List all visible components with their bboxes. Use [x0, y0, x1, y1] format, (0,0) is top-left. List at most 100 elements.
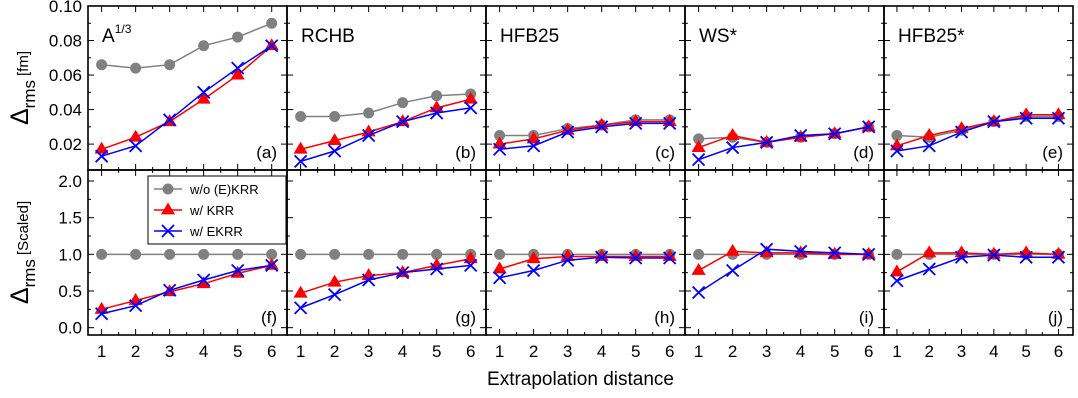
- data-point: [230, 67, 245, 80]
- series-EKRR: [94, 39, 279, 163]
- data-point: [232, 31, 244, 43]
- series-woKRR: [295, 248, 477, 260]
- data-point: [361, 268, 376, 280]
- series-line: [896, 114, 1059, 147]
- legend-label: w/o (E)KRR: [189, 182, 259, 197]
- series-line: [698, 126, 869, 161]
- panel-title: A1/3: [102, 22, 132, 47]
- x-tick-label: 5: [830, 342, 839, 361]
- data-point: [266, 17, 278, 29]
- series-EKRR: [94, 258, 279, 321]
- data-point: [987, 115, 1001, 129]
- data-point: [1019, 111, 1033, 125]
- panel-letter: (f): [261, 308, 277, 327]
- data-point: [363, 248, 375, 260]
- x-tick-label: 2: [728, 342, 737, 361]
- data-point: [198, 248, 210, 260]
- data-point: [922, 139, 936, 153]
- data-point: [362, 273, 376, 287]
- series-woKRR: [96, 248, 278, 260]
- data-point: [293, 301, 308, 315]
- data-point: [197, 85, 211, 99]
- y-axis-title-sub: rms: [20, 80, 39, 108]
- data-point: [232, 248, 244, 260]
- panel-title-main: HFB25*: [898, 26, 965, 47]
- data-point: [922, 127, 937, 140]
- data-point: [463, 91, 478, 104]
- data-point: [295, 110, 307, 122]
- panel-e: HFB25* (e): [883, 5, 1074, 171]
- x-tick-label: 1: [296, 342, 305, 361]
- x-tick-label: 4: [796, 342, 805, 361]
- data-point: [691, 285, 706, 300]
- y-tick-label: 2.0: [58, 172, 82, 191]
- data-point: [128, 299, 143, 313]
- x-tick-label: 1: [694, 342, 703, 361]
- panel-letter: (d): [853, 143, 874, 162]
- y-axis-title-unit: [Scaled]: [15, 201, 32, 255]
- data-point: [431, 90, 443, 102]
- y-axis-title: Δrms [fm]: [6, 51, 39, 125]
- series-EKRR: [492, 250, 677, 285]
- legend-label: w/ EKRR: [189, 224, 243, 239]
- x-axis-title: Extrapolation distance: [487, 369, 674, 390]
- legend-marker: [162, 183, 174, 195]
- data-point: [954, 250, 969, 264]
- data-point: [396, 115, 410, 129]
- data-point: [293, 141, 308, 154]
- data-point: [663, 251, 677, 265]
- panel-letter: (g): [455, 308, 476, 327]
- y-axis-title: Δrms [Scaled]: [6, 201, 39, 304]
- y-axis-title-symbol: Δ: [6, 287, 34, 304]
- legend: w/o (E)KRR w/ KRR w/ EKRR: [147, 175, 287, 245]
- panel-j: 1 2 3 4 5 6 (j): [883, 169, 1074, 361]
- data-point: [494, 248, 506, 260]
- data-point: [561, 125, 575, 139]
- data-point: [828, 127, 842, 141]
- series-EKRR: [691, 120, 876, 167]
- panel-letter: (e): [1042, 143, 1063, 162]
- series-line: [499, 119, 670, 137]
- x-tick-label: 4: [199, 342, 208, 361]
- y-axis-title-symbol: Δ: [6, 108, 34, 125]
- data-point: [327, 288, 342, 302]
- data-point: [197, 273, 211, 287]
- data-point: [725, 263, 740, 278]
- legend-entry-KRR: w/ KRR: [154, 202, 234, 218]
- x-tick-label: 3: [957, 342, 966, 361]
- series-line: [300, 107, 471, 163]
- panel-letter: (i): [859, 308, 874, 327]
- data-point: [794, 244, 808, 259]
- series-line: [300, 93, 471, 118]
- legend-marker: [161, 224, 175, 238]
- series-woKRR: [693, 121, 875, 148]
- series-line: [499, 255, 670, 270]
- series-KRR: [889, 107, 1066, 151]
- data-point: [492, 261, 507, 274]
- data-point: [266, 248, 278, 260]
- series-KRR: [293, 91, 478, 154]
- legend-entry-EKRR: w/ EKRR: [154, 224, 243, 239]
- data-point: [396, 266, 410, 280]
- panel-i: 1 2 3 4 5 6 (i): [684, 169, 885, 361]
- data-point: [327, 144, 342, 158]
- data-point: [862, 120, 876, 134]
- data-point: [492, 271, 507, 285]
- data-point: [691, 262, 706, 275]
- data-point: [691, 153, 706, 167]
- series-line: [499, 120, 670, 145]
- x-tick-label: 6: [864, 342, 873, 361]
- panel-ticks: [88, 5, 287, 170]
- panel-ticks: [685, 170, 884, 335]
- panel-ticks: [884, 170, 1073, 335]
- series-woKRR: [96, 17, 278, 74]
- data-point: [327, 274, 342, 287]
- data-point: [163, 113, 177, 127]
- x-tick-label: 4: [989, 342, 998, 361]
- series-line: [896, 117, 1059, 152]
- panel-frame: [883, 169, 1074, 336]
- series-line: [896, 254, 1059, 282]
- data-point: [431, 248, 443, 260]
- data-point: [362, 128, 376, 143]
- series-EKRR: [691, 242, 876, 300]
